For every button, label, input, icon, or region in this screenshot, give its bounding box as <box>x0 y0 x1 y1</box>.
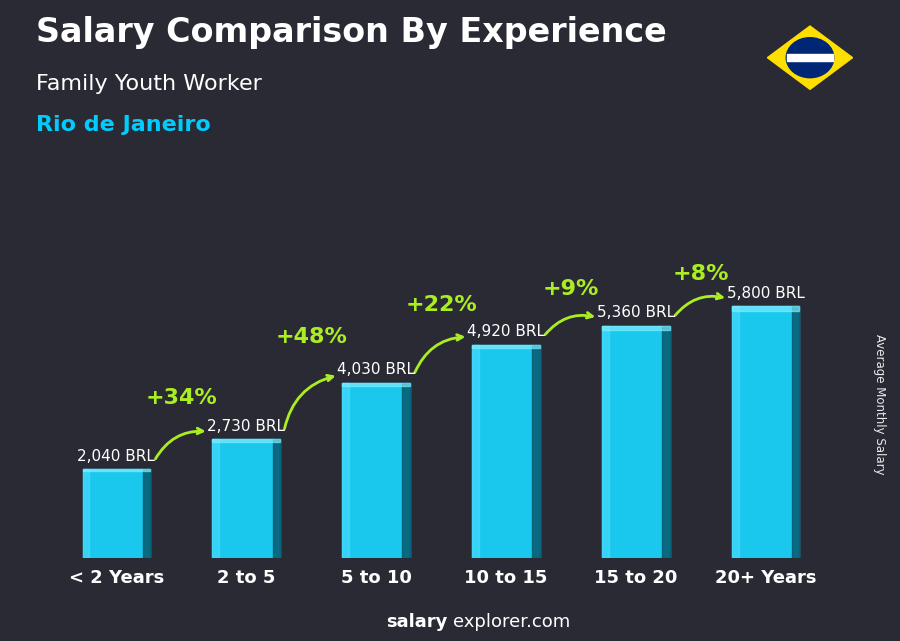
Polygon shape <box>768 26 852 89</box>
Bar <box>212 440 280 442</box>
Text: explorer.com: explorer.com <box>453 613 570 631</box>
Bar <box>472 345 479 558</box>
Text: +34%: +34% <box>146 388 217 408</box>
Bar <box>602 326 608 558</box>
Bar <box>472 345 540 558</box>
Text: Rio de Janeiro: Rio de Janeiro <box>36 115 211 135</box>
Text: 2,730 BRL: 2,730 BRL <box>207 419 285 434</box>
Bar <box>143 469 150 558</box>
Bar <box>83 469 150 471</box>
Text: +9%: +9% <box>543 279 599 299</box>
Text: 4,920 BRL: 4,920 BRL <box>467 324 544 339</box>
Bar <box>662 326 670 558</box>
Bar <box>342 383 349 558</box>
Bar <box>212 440 280 558</box>
Bar <box>532 345 540 558</box>
Bar <box>342 383 410 387</box>
Circle shape <box>787 38 833 78</box>
Bar <box>792 306 799 558</box>
Bar <box>602 326 670 329</box>
Text: salary: salary <box>386 613 447 631</box>
Bar <box>602 326 670 558</box>
Bar <box>787 54 833 62</box>
Text: +22%: +22% <box>405 295 477 315</box>
Bar <box>732 306 799 558</box>
Bar <box>472 345 540 349</box>
Text: Family Youth Worker: Family Youth Worker <box>36 74 262 94</box>
Text: +48%: +48% <box>275 327 347 347</box>
Text: Salary Comparison By Experience: Salary Comparison By Experience <box>36 16 667 49</box>
Text: 2,040 BRL: 2,040 BRL <box>77 449 156 463</box>
Text: 4,030 BRL: 4,030 BRL <box>338 362 415 378</box>
Text: 5,360 BRL: 5,360 BRL <box>597 304 675 320</box>
Bar <box>732 306 799 311</box>
Bar <box>732 306 739 558</box>
Text: Average Monthly Salary: Average Monthly Salary <box>873 333 886 474</box>
Bar <box>342 383 410 558</box>
Text: +8%: +8% <box>672 263 729 283</box>
Bar <box>212 440 220 558</box>
Bar <box>273 440 280 558</box>
Bar <box>83 469 89 558</box>
Bar <box>402 383 410 558</box>
Text: 5,800 BRL: 5,800 BRL <box>726 286 805 301</box>
Bar <box>83 469 150 558</box>
